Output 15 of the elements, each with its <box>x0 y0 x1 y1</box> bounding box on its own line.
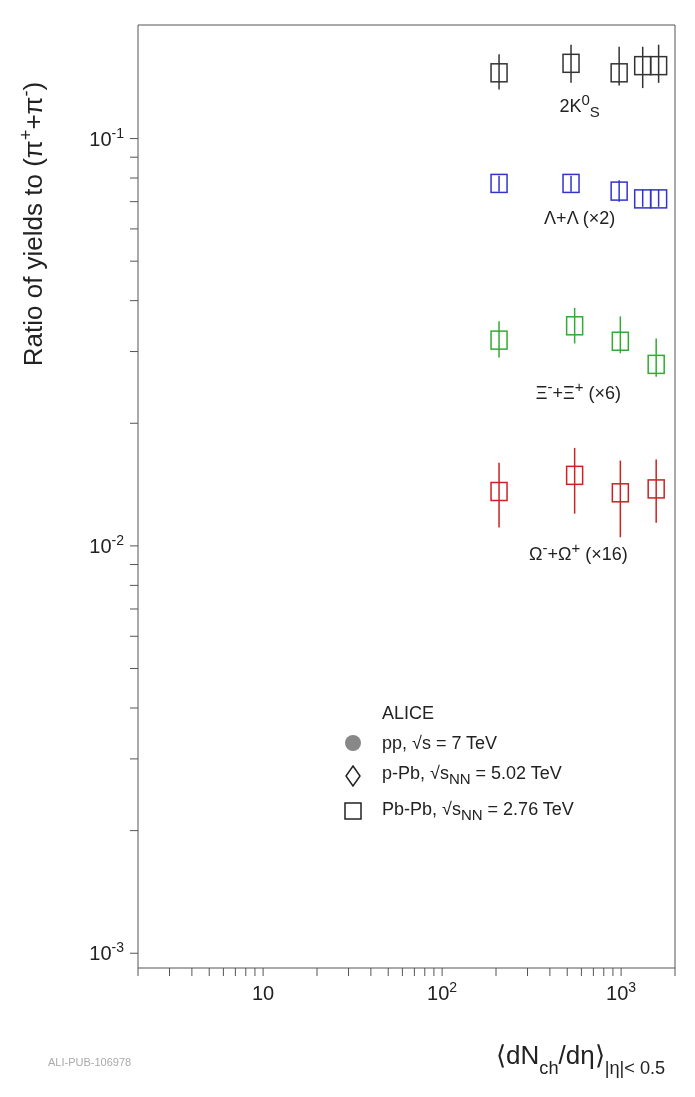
y-tick-label: 10$^{-1}$ <box>89 124 125 150</box>
text: Ω$^{-}$+Ω$^{+}$ (×16) <box>529 538 628 564</box>
annotation: pp, √s = 7 TeV <box>382 733 498 753</box>
x-tick-label: 10$^{2}$ <box>427 979 458 1004</box>
y-tick-label: 10$^{-2}$ <box>89 531 125 557</box>
series-label: Λ+Λ (×2) <box>544 207 616 228</box>
annotation: Pb-Pb, √s$_{NN}$ = 2.76 TeV <box>382 798 574 823</box>
x-tick-label: 10 <box>251 982 275 1004</box>
annotation: ALICE <box>382 703 435 723</box>
x-axis-title: ⟨dN$_{ch}$/dη⟩$_{|η|< 0.5}$ <box>496 1040 666 1078</box>
annotation: p-Pb, √s$_{NN}$ = 5.02 TeV <box>382 763 562 787</box>
series-label: Ξ$^{-}$+Ξ$^{+}$ (×6) <box>535 378 622 404</box>
text: ALI-PUB-106978 <box>48 1056 132 1068</box>
y-tick-label: 10$^{-3}$ <box>89 939 125 965</box>
x-tick-label: 10$^{3}$ <box>606 979 637 1004</box>
